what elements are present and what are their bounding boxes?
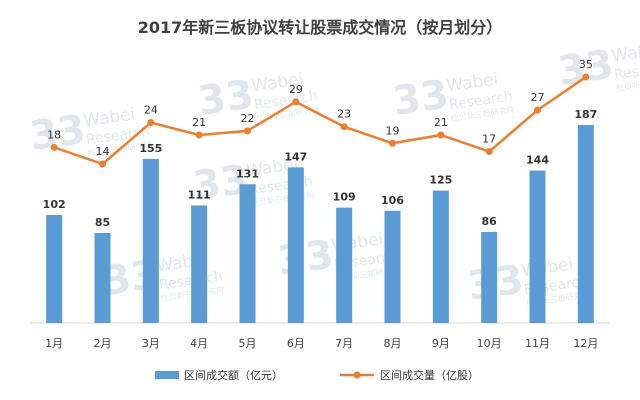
line-data-label: 21 — [192, 116, 206, 129]
line-data-label: 29 — [289, 83, 303, 96]
line-point — [244, 127, 251, 135]
watermark-logo: 33 — [27, 107, 89, 160]
legend-line-label: 区间成交量（亿股） — [380, 368, 479, 382]
line-data-label: 27 — [531, 91, 545, 104]
bar-data-label: 111 — [188, 188, 211, 201]
x-tick-label: 11月 — [525, 337, 550, 350]
line-point — [582, 73, 590, 81]
x-tick-label: 2月 — [94, 337, 112, 350]
bar — [46, 215, 63, 323]
bar — [384, 210, 401, 323]
bar-data-label: 102 — [43, 198, 66, 211]
bar — [336, 207, 353, 323]
watermark-logo: 33 — [555, 42, 617, 95]
line-point — [50, 143, 58, 151]
bar — [432, 190, 449, 323]
legend: 区间成交额（亿元） 区间成交量（亿股） — [155, 368, 479, 382]
x-tick-label: 12月 — [573, 337, 598, 350]
legend-line-marker — [353, 371, 361, 379]
line-layer: 18 14 24 21 22 29 23 19 21 17 27 35 — [47, 58, 593, 168]
line-data-label: 14 — [96, 145, 110, 158]
axis-layer: 1月 2月 3月 4月 5月 6月 7月 8月 9月 10月 11月 12月 — [30, 322, 610, 350]
line-data-label: 23 — [337, 108, 351, 121]
x-tick-label: 9月 — [432, 337, 450, 350]
legend-bar-label: 区间成交额（亿元） — [184, 368, 283, 382]
x-tick-label: 1月 — [45, 337, 63, 350]
bar — [287, 167, 304, 323]
line-data-label: 35 — [579, 58, 593, 71]
line-data-label: 21 — [434, 116, 448, 129]
x-tick-label: 5月 — [239, 337, 257, 350]
watermark-logo: 33 — [275, 232, 337, 285]
bar — [142, 158, 159, 323]
line-data-label: 22 — [241, 112, 255, 125]
line-point — [534, 106, 541, 114]
watermark-name: Wabei — [610, 39, 640, 66]
x-tick-label: 8月 — [384, 337, 402, 350]
x-tick-label: 4月 — [190, 337, 208, 350]
bars-layer: 102 85 155 111 131 147 109 106 125 86 144 187 — [43, 108, 597, 323]
bar — [191, 205, 208, 323]
line-point — [99, 160, 106, 168]
bar-data-label: 85 — [95, 216, 110, 229]
line-point — [485, 148, 493, 156]
line-series — [53, 75, 587, 166]
line-data-label: 17 — [482, 133, 496, 146]
line-point — [147, 119, 155, 127]
x-tick-label: 6月 — [287, 337, 305, 350]
bar-data-label: 155 — [139, 142, 162, 155]
line-point — [437, 131, 445, 139]
bar-data-label: 106 — [381, 194, 404, 207]
x-tick-label: 7月 — [335, 337, 353, 350]
bar-data-label: 131 — [236, 167, 259, 180]
x-tick-label: 10月 — [477, 337, 502, 350]
chart-title: 2017年新三板协议转让股票成交情况（按月划分） — [138, 18, 503, 37]
line-point — [340, 123, 348, 131]
line-point — [195, 131, 203, 139]
bar — [94, 233, 111, 323]
bar — [529, 170, 546, 323]
bar-data-label: 125 — [429, 174, 452, 187]
line-point — [292, 98, 300, 106]
watermark-logo: 33 — [390, 72, 452, 125]
bar — [577, 125, 594, 323]
line-point — [389, 139, 396, 147]
watermark-logo: 33 — [195, 72, 257, 125]
bar-data-label: 109 — [333, 191, 356, 204]
line-data-label: 24 — [144, 104, 158, 117]
bar-data-label: 147 — [284, 150, 307, 163]
line-data-label: 19 — [386, 124, 400, 137]
bar — [239, 184, 256, 323]
bar-data-label: 187 — [574, 108, 597, 121]
legend-bar-swatch — [155, 371, 179, 379]
bar — [481, 231, 498, 323]
bar-data-label: 86 — [482, 215, 498, 228]
line-data-label: 18 — [47, 128, 61, 141]
x-tick-label: 3月 — [142, 337, 160, 350]
bar-data-label: 144 — [526, 154, 549, 167]
